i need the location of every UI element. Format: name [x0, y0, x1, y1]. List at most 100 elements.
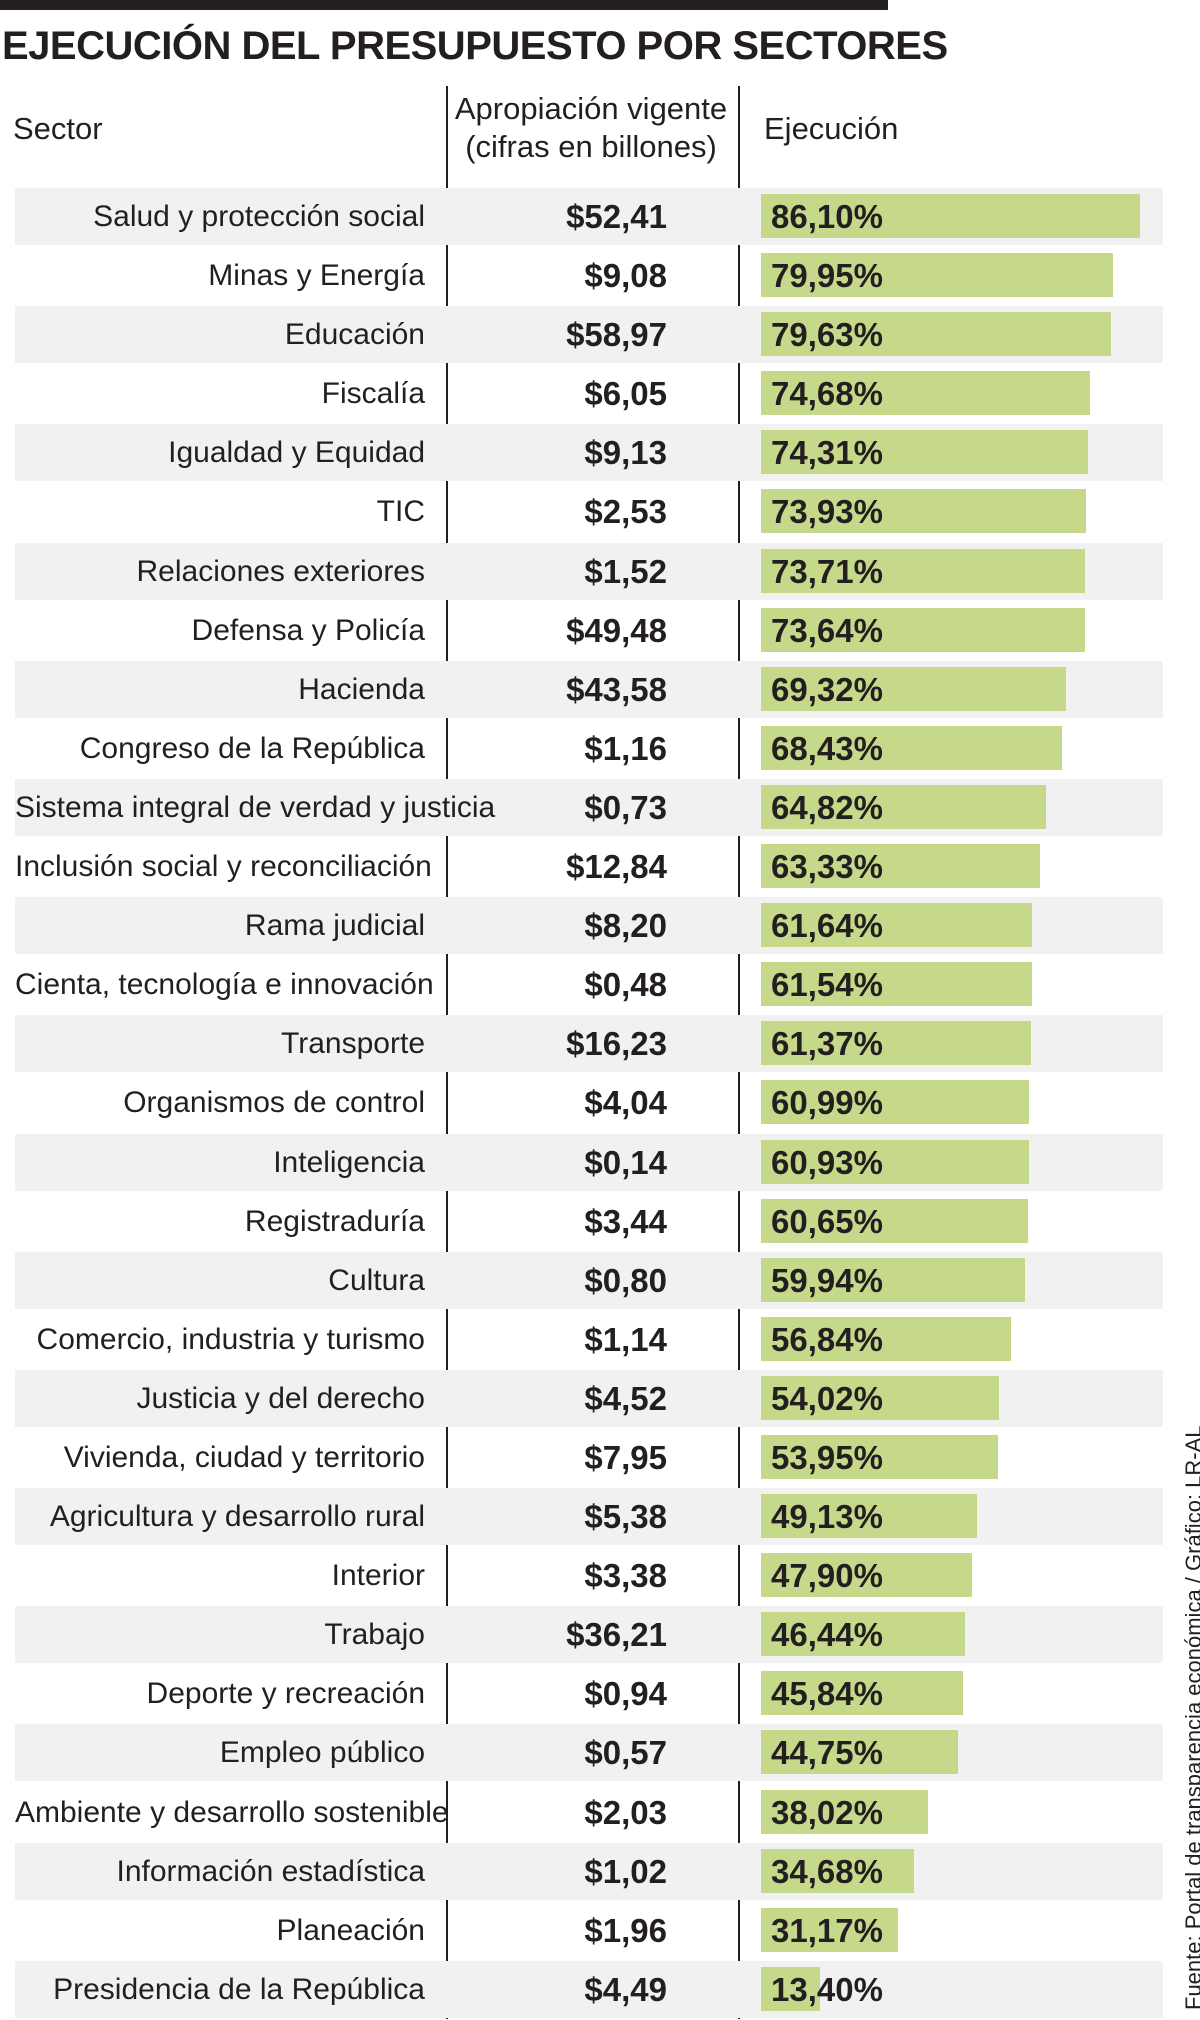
- row-background: [15, 1724, 1163, 1782]
- row-background: [15, 1842, 1163, 1900]
- execution-bar: [761, 1434, 999, 1479]
- row-background: [15, 1606, 1163, 1664]
- execution-percent-label: 61,54%: [771, 966, 883, 1004]
- sector-label: TIC: [376, 495, 425, 529]
- appropriation-value: $4,52: [584, 1379, 667, 1417]
- sector-label: Justicia y del derecho: [136, 1381, 426, 1415]
- execution-percent-label: 68,43%: [771, 729, 883, 767]
- table-row: Hacienda $43,58 69,32%: [15, 660, 1163, 720]
- execution-bar: [761, 1021, 1031, 1066]
- appropriation-value: $3,38: [584, 1557, 667, 1595]
- table-row: Igualdad y Equidad $9,13 74,31%: [15, 424, 1163, 483]
- table-row: TIC $2,53 73,93%: [15, 483, 1163, 542]
- source-note: Fuente: Portal de transparencia económic…: [1181, 1425, 1200, 2010]
- table-row: Registraduría $3,44 60,65%: [15, 1193, 1163, 1252]
- sector-label: Minas y Energía: [208, 259, 425, 293]
- table-row: Vivienda, ciudad y territorio $7,95 53,95%: [15, 1429, 1163, 1488]
- execution-percent-label: 31,17%: [771, 1911, 883, 1949]
- sector-label: Información estadística: [116, 1854, 425, 1888]
- execution-percent-label: 45,84%: [771, 1675, 883, 1713]
- execution-percent-label: 54,02%: [771, 1379, 883, 1417]
- sector-label: Relaciones exteriores: [136, 554, 425, 588]
- table-row: Trabajo $36,21 46,44%: [15, 1606, 1163, 1665]
- column-header-appropriation-line2: (cifras en billones): [465, 129, 717, 164]
- execution-bar: [761, 1907, 899, 1952]
- execution-percent-label: 61,37%: [771, 1025, 883, 1063]
- appropriation-value: $36,21: [566, 1616, 667, 1654]
- execution-percent-label: 59,94%: [771, 1261, 883, 1299]
- appropriation-value: $12,84: [566, 848, 667, 886]
- appropriation-value: $5,38: [584, 1498, 667, 1536]
- execution-percent-label: 60,99%: [771, 1084, 883, 1122]
- table-row: Rama judicial $8,20 61,64%: [15, 897, 1163, 956]
- appropriation-value: $1,14: [584, 1320, 667, 1358]
- appropriation-value: $4,04: [584, 1084, 667, 1122]
- execution-bar: [761, 1553, 972, 1598]
- execution-percent-label: 13,40%: [771, 1970, 883, 2008]
- table-row: Comercio, industria y turismo $1,14 56,84%: [15, 1311, 1163, 1370]
- appropriation-value: $1,02: [584, 1852, 667, 1890]
- appropriation-value: $49,48: [566, 611, 667, 649]
- execution-percent-label: 74,68%: [771, 375, 883, 413]
- budget-table: Salud y protección social $52,41 86,10% Min…: [15, 188, 1163, 2020]
- execution-bar: [761, 725, 1063, 770]
- execution-bar: [761, 1375, 999, 1420]
- execution-percent-label: 60,65%: [771, 1202, 883, 1240]
- table-row: Inteligencia $0,14 60,93%: [15, 1133, 1163, 1193]
- sector-label: Defensa y Policía: [191, 613, 425, 647]
- execution-percent-label: 86,10%: [771, 198, 883, 235]
- execution-bar: [761, 903, 1033, 948]
- table-row: Interior $3,38 47,90%: [15, 1547, 1163, 1606]
- appropriation-value: $2,53: [584, 493, 667, 531]
- sector-label: Ambiente y desarrollo sostenible: [15, 1795, 449, 1829]
- sector-label: Transporte: [281, 1027, 425, 1061]
- table-row: Planeación $1,96 31,17%: [15, 1902, 1163, 1961]
- appropriation-value: $9,08: [584, 257, 667, 295]
- sector-label: Igualdad y Equidad: [168, 436, 425, 470]
- appropriation-value: $58,97: [566, 316, 667, 354]
- execution-bar: [761, 1789, 929, 1834]
- sector-label: Inteligencia: [273, 1145, 425, 1179]
- sector-label: Sistema integral de verdad y justicia: [15, 790, 496, 824]
- table-row: Congreso de la República $1,16 68,43%: [15, 720, 1163, 779]
- execution-bar: [761, 253, 1113, 298]
- execution-percent-label: 79,63%: [771, 316, 883, 354]
- execution-bar: [761, 430, 1088, 475]
- table-row: Deporte y recreación $0,94 45,84%: [15, 1665, 1163, 1724]
- appropriation-value: $0,73: [584, 788, 667, 826]
- execution-percent-label: 69,32%: [771, 670, 883, 708]
- execution-percent-label: 73,64%: [771, 611, 883, 649]
- table-row: Minas y Energía $9,08 79,95%: [15, 247, 1163, 306]
- table-row: Sistema integral de verdad y justicia $0,…: [15, 778, 1163, 838]
- sector-label: Fiscalía: [321, 377, 425, 411]
- appropriation-value: $16,23: [566, 1025, 667, 1063]
- table-row: Educación $58,97 79,63%: [15, 306, 1163, 365]
- sector-label: Congreso de la República: [79, 731, 425, 765]
- appropriation-value: $8,20: [584, 907, 667, 945]
- table-row: Transporte $16,23 61,37%: [15, 1015, 1163, 1074]
- execution-bar: [761, 1494, 978, 1539]
- execution-bar: [761, 1966, 820, 2011]
- appropriation-value: $9,13: [584, 434, 667, 472]
- execution-bar: [761, 1730, 958, 1775]
- column-header-execution: Ejecución: [764, 111, 899, 146]
- execution-bar: [761, 844, 1040, 889]
- sector-label: Rama judicial: [244, 909, 425, 943]
- table-row: Organismos de control $4,04 60,99%: [15, 1074, 1163, 1133]
- execution-bar: [761, 1612, 966, 1657]
- execution-bar: [761, 784, 1047, 829]
- execution-percent-label: 38,02%: [771, 1793, 883, 1831]
- sector-label: Cultura: [328, 1263, 425, 1297]
- column-header-appropriation-line1: Apropiación vigente: [454, 91, 728, 126]
- appropriation-value: $1,52: [584, 552, 667, 590]
- execution-bar: [761, 548, 1086, 593]
- sector-label: Registraduría: [244, 1204, 425, 1238]
- sector-label: Deporte y recreación: [146, 1677, 425, 1711]
- column-header-appropriation: Apropiación vigente (cifras en billones): [446, 90, 736, 166]
- appropriation-value: $0,14: [584, 1143, 667, 1181]
- execution-percent-label: 44,75%: [771, 1734, 883, 1772]
- appropriation-value: $1,16: [584, 729, 667, 767]
- appropriation-value: $43,58: [566, 670, 667, 708]
- execution-percent-label: 63,33%: [771, 848, 883, 886]
- sector-label: Educación: [284, 318, 425, 352]
